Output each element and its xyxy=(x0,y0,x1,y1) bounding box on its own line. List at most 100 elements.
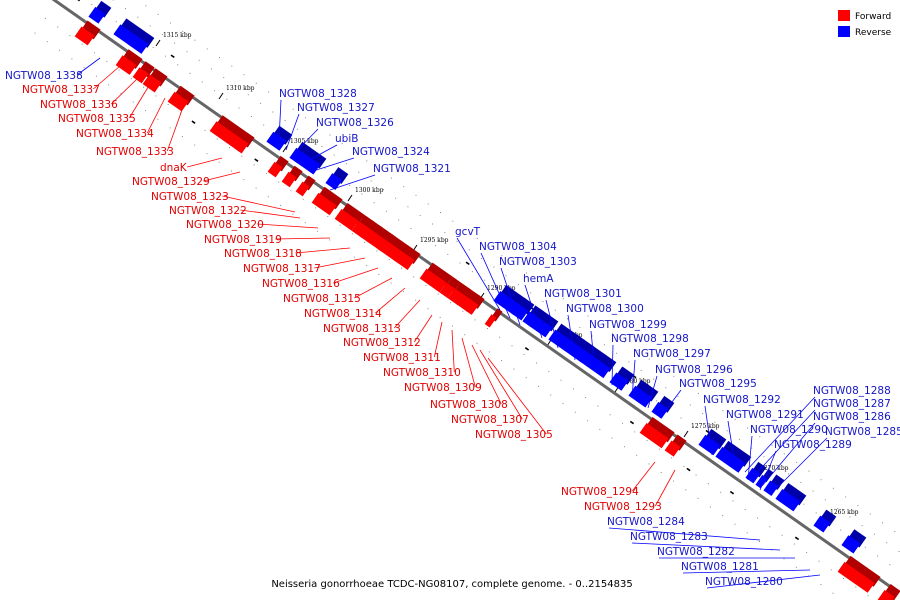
track-dot xyxy=(462,310,464,312)
track-dot xyxy=(673,480,674,482)
forward-leader-line xyxy=(146,97,166,134)
reverse-gene-label: NGTW08_1304 xyxy=(479,241,557,253)
track-dot xyxy=(550,394,552,396)
reverse-leader-line xyxy=(704,405,713,456)
forward-gene-block xyxy=(465,294,485,315)
reverse-leader-line xyxy=(278,99,282,141)
tick-label: 1310 kbp xyxy=(226,85,255,92)
track-dot xyxy=(464,229,466,231)
track-dot xyxy=(808,575,810,577)
track-dot xyxy=(517,283,519,285)
position-mark xyxy=(465,261,470,266)
gene-block-face xyxy=(325,173,343,191)
tick-mark xyxy=(282,145,288,153)
track-dot xyxy=(824,499,826,501)
reverse-leader-line xyxy=(500,267,521,326)
track-dot xyxy=(849,516,851,518)
track-dot xyxy=(832,487,834,489)
track-dot xyxy=(857,505,859,506)
gene-block-side xyxy=(80,20,101,40)
track-dot xyxy=(511,345,513,347)
gene-block-face xyxy=(841,535,861,554)
forward-gene-label: NGTW08_1293 xyxy=(584,501,662,513)
forward-gene-label: NGTW08_1318 xyxy=(224,248,302,260)
track-dot xyxy=(738,438,740,440)
reverse-gene-label: NGTW08_1286 xyxy=(813,411,891,423)
forward-gene-label: NGTW08_1317 xyxy=(243,263,321,275)
gene-block-face xyxy=(715,446,746,473)
forward-gene-block xyxy=(394,245,421,270)
track-dot xyxy=(243,179,245,181)
track-dot xyxy=(815,512,817,514)
forward-gene-block xyxy=(115,49,143,75)
track-dot xyxy=(316,230,318,232)
reverse-gene-label: NGTW08_1287 xyxy=(813,398,891,410)
track-dot xyxy=(459,262,461,264)
track-dot xyxy=(709,506,711,508)
reverse-gene-block xyxy=(841,529,867,554)
gene-block-face xyxy=(295,181,310,197)
track-dot xyxy=(597,405,599,407)
reverse-gene-label: NGTW08_1290 xyxy=(750,424,828,436)
gene-block-face xyxy=(813,515,831,533)
track-dot xyxy=(247,94,249,96)
gene-block-face xyxy=(639,422,669,449)
forward-gene-label: NGTW08_1320 xyxy=(186,219,264,231)
track-dot xyxy=(759,541,760,542)
gene-block-side xyxy=(584,344,617,373)
track-dot xyxy=(484,279,486,281)
track-dot xyxy=(181,136,183,137)
track-dot xyxy=(265,173,267,174)
track-dot xyxy=(223,77,225,79)
track-dot xyxy=(898,551,900,552)
track-dot xyxy=(732,500,734,502)
gene-block-face xyxy=(209,121,243,150)
gene-block-side xyxy=(499,285,527,309)
gene-block-side xyxy=(173,85,195,106)
forward-gene-label: NGTW08_1294 xyxy=(561,486,639,498)
track-dot xyxy=(364,241,366,243)
reverse-leader-line xyxy=(747,435,753,481)
track-dot xyxy=(648,358,650,360)
track-dot xyxy=(401,267,402,269)
track-dot xyxy=(562,298,564,300)
reverse-gene-label: ubiB xyxy=(335,133,358,145)
track-dot xyxy=(390,282,392,284)
forward-leader-line xyxy=(654,469,676,507)
track-dot xyxy=(115,21,117,23)
track-dot xyxy=(120,92,122,94)
track-dot xyxy=(744,509,746,510)
gene-block-side xyxy=(634,379,659,402)
reverse-gene-label: NGTW08_1300 xyxy=(566,303,644,315)
tick-mark xyxy=(155,39,161,47)
forward-gene-block xyxy=(419,262,453,293)
track-dot xyxy=(843,577,844,579)
reverse-gene-label: hemA xyxy=(523,273,554,285)
reverse-leader-line xyxy=(545,299,559,349)
track-dot xyxy=(832,592,834,594)
track-dot xyxy=(410,228,412,229)
track-dot xyxy=(437,293,439,295)
track-dot xyxy=(211,68,212,70)
track-dot xyxy=(671,457,673,459)
gene-block-side xyxy=(615,366,635,385)
forward-gene-label: NGTW08_1337 xyxy=(22,84,100,96)
reverse-leader-line xyxy=(727,420,736,466)
reverse-leader-line xyxy=(761,422,816,487)
reverse-leader-line xyxy=(567,314,576,361)
track-dot xyxy=(378,169,380,170)
forward-leader-line xyxy=(354,277,393,299)
track-dot xyxy=(886,542,888,544)
track-dot xyxy=(370,180,372,182)
track-dot xyxy=(216,138,218,140)
track-dot xyxy=(398,219,400,221)
gene-block-face xyxy=(609,372,629,391)
legend-reverse-swatch xyxy=(838,26,850,37)
reverse-leader-line xyxy=(480,252,511,319)
legend-forward-label: Forward xyxy=(855,12,891,22)
track-dot xyxy=(734,418,736,420)
gene-block-face xyxy=(266,131,287,151)
track-dot xyxy=(820,584,822,585)
track-dot xyxy=(329,239,331,241)
reverse-gene-label: NGTW08_1283 xyxy=(630,531,708,543)
